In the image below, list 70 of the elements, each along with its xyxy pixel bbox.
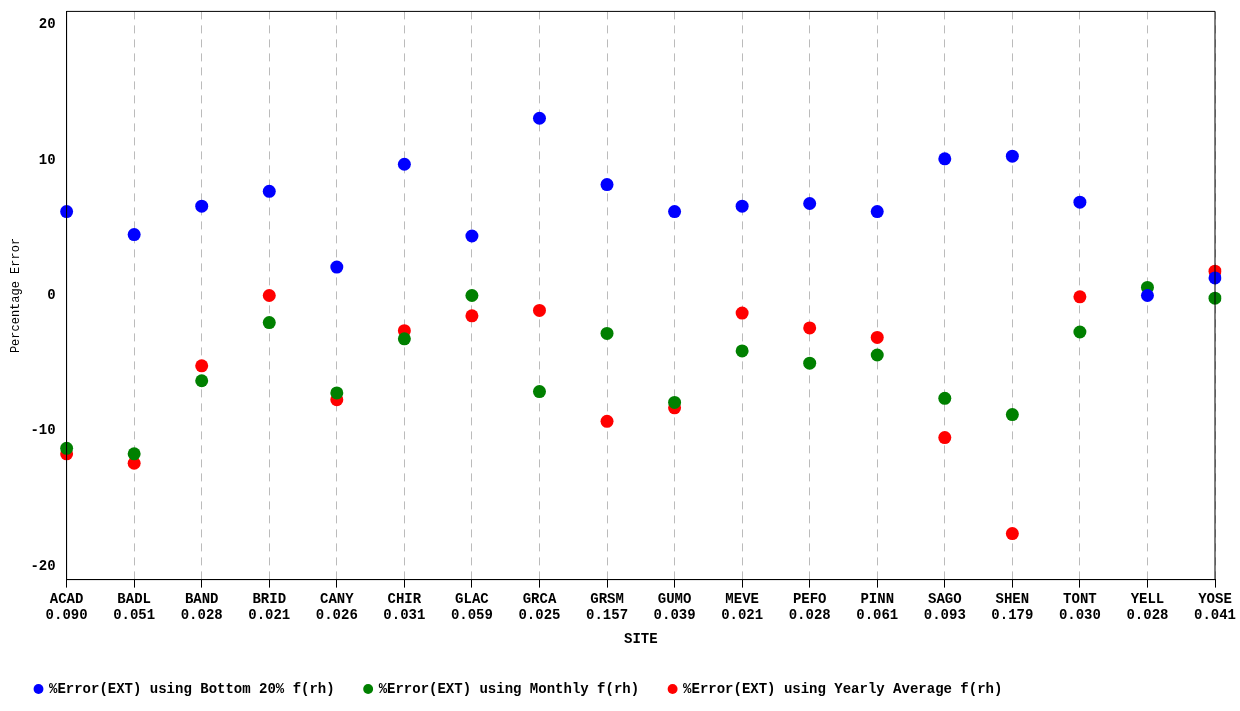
x-tick-label: GUMO 0.039 <box>653 590 696 624</box>
point <box>870 205 884 219</box>
point <box>397 332 411 346</box>
point <box>330 386 344 400</box>
x-tick-label: SAGO 0.093 <box>923 590 966 624</box>
point <box>803 356 817 370</box>
point <box>600 414 614 428</box>
legend-label: %Error(EXT) using Bottom 20% f(rh) <box>49 680 335 697</box>
point <box>938 391 952 405</box>
point <box>127 228 141 242</box>
point <box>938 152 952 166</box>
x-tick-label: PEFO 0.028 <box>788 590 831 624</box>
x-tick-label: SHEN 0.179 <box>991 590 1034 624</box>
point <box>1073 195 1087 209</box>
point <box>600 178 614 192</box>
x-tick-label: TONT 0.030 <box>1058 590 1101 624</box>
y-tick-label: 20 <box>38 16 56 33</box>
point <box>735 306 749 320</box>
point <box>803 321 817 335</box>
point <box>1005 527 1019 541</box>
point <box>532 385 546 399</box>
x-tick-label: YOSE 0.041 <box>1193 590 1237 624</box>
x-axis-title: SITE <box>624 631 658 648</box>
x-tick-label: ACAD 0.090 <box>45 590 88 624</box>
point <box>668 205 682 219</box>
point <box>397 157 411 171</box>
point <box>668 395 682 409</box>
point <box>1140 289 1154 302</box>
y-tick-label: 10 <box>38 151 56 168</box>
point <box>262 316 276 330</box>
point <box>195 199 209 213</box>
point <box>465 309 479 323</box>
point <box>195 359 209 373</box>
point <box>735 344 749 358</box>
point <box>532 111 546 125</box>
x-tick-label: YELL 0.028 <box>1126 590 1169 624</box>
x-tick-label: CHIR 0.031 <box>383 590 426 624</box>
y-tick-label: -10 <box>30 422 56 439</box>
point <box>195 374 209 388</box>
point <box>465 289 479 302</box>
y-axis-title: Percentage Error <box>9 237 24 354</box>
x-tick-label: MEVE 0.021 <box>721 590 764 624</box>
point <box>532 303 546 317</box>
legend-label: %Error(EXT) using Monthly f(rh) <box>378 680 640 697</box>
point <box>938 431 952 445</box>
x-tick-label: CANY 0.026 <box>315 590 358 624</box>
y-tick-label: 0 <box>47 287 56 304</box>
x-tick-label: GRSM 0.157 <box>586 590 629 624</box>
x-tick-label: BRID 0.021 <box>248 590 291 624</box>
point <box>262 289 276 302</box>
point <box>735 199 749 213</box>
y-tick-label: -20 <box>30 557 56 574</box>
point <box>803 197 817 211</box>
x-tick-label: PINN 0.061 <box>856 590 899 624</box>
x-tick-label: BAND 0.028 <box>180 590 223 624</box>
point <box>127 447 141 461</box>
point <box>1005 408 1019 422</box>
x-tick-label: BADL 0.051 <box>113 590 156 624</box>
point <box>1005 149 1019 163</box>
point <box>870 330 884 344</box>
point <box>330 260 344 274</box>
point <box>600 326 614 340</box>
point <box>262 184 276 198</box>
point <box>465 229 479 243</box>
point <box>1073 325 1087 339</box>
point <box>870 348 884 362</box>
x-tick-label: GLAC 0.059 <box>450 590 493 624</box>
legend-label: %Error(EXT) using Yearly Average f(rh) <box>683 680 1003 697</box>
x-tick-label: GRCA 0.025 <box>518 590 561 624</box>
point <box>1073 290 1087 304</box>
